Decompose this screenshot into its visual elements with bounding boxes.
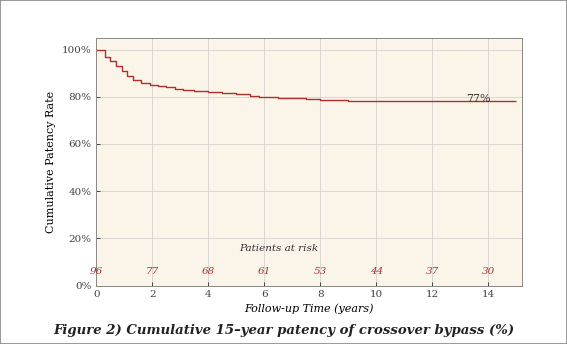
- Text: Patients at risk: Patients at risk: [239, 245, 318, 254]
- Text: 96: 96: [90, 267, 103, 276]
- Text: 68: 68: [202, 267, 215, 276]
- Y-axis label: Cumulative Patency Rate: Cumulative Patency Rate: [46, 90, 56, 233]
- Text: 77: 77: [146, 267, 159, 276]
- Text: Figure 2) Cumulative 15–year patency of crossover bypass (%): Figure 2) Cumulative 15–year patency of …: [53, 324, 514, 337]
- Text: 77%: 77%: [466, 94, 490, 104]
- Text: 44: 44: [370, 267, 383, 276]
- Text: 37: 37: [425, 267, 439, 276]
- Text: 53: 53: [314, 267, 327, 276]
- Text: 30: 30: [481, 267, 494, 276]
- Text: 61: 61: [257, 267, 271, 276]
- X-axis label: Follow-up Time (years): Follow-up Time (years): [244, 303, 374, 314]
